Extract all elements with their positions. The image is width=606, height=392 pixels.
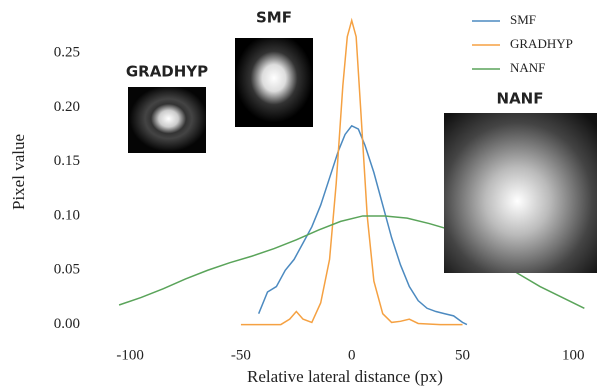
legend-label: GRADHYP xyxy=(510,36,573,51)
legend-label: SMF xyxy=(510,12,536,27)
y-tick-label: 0.15 xyxy=(54,153,80,169)
y-tick-label: 0.05 xyxy=(54,262,80,278)
y-axis-label: Pixel value xyxy=(9,134,28,210)
x-tick-label: -50 xyxy=(231,347,251,363)
x-tick-label: 100 xyxy=(562,347,585,363)
annotation: NANF xyxy=(497,90,544,108)
x-tick-label: 50 xyxy=(455,347,470,363)
x-tick-label: -100 xyxy=(116,347,144,363)
annotation: SMF xyxy=(256,9,292,27)
x-tick-label: 0 xyxy=(348,347,356,363)
y-tick-label: 0.10 xyxy=(54,207,80,223)
inset-image xyxy=(128,87,206,153)
legend-label: NANF xyxy=(510,60,545,75)
y-tick-label: 0.20 xyxy=(54,99,80,115)
chart: GRADHYP SMF NANF Relative lateral distan… xyxy=(0,0,606,392)
inset-image xyxy=(444,113,597,273)
y-tick-label: 0.00 xyxy=(54,316,80,332)
annotation: GRADHYP xyxy=(126,63,208,81)
x-axis-label: Relative lateral distance (px) xyxy=(247,367,443,386)
inset-image xyxy=(235,38,313,127)
y-tick-label: 0.25 xyxy=(54,44,80,60)
